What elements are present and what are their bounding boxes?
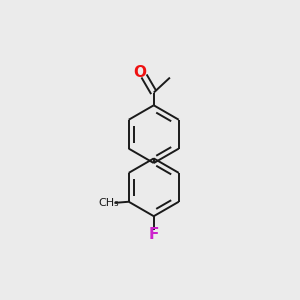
- Text: O: O: [134, 65, 146, 80]
- Text: F: F: [148, 227, 159, 242]
- Text: CH₃: CH₃: [98, 198, 119, 208]
